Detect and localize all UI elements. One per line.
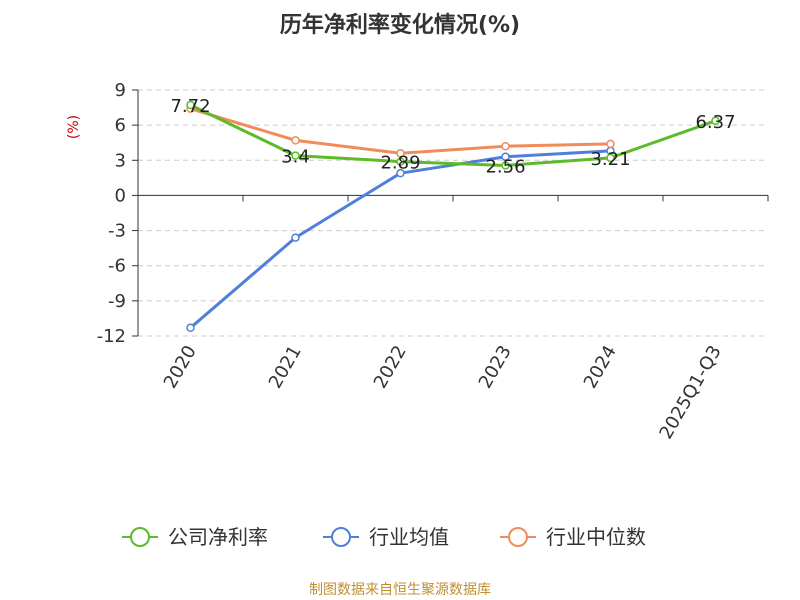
y-tick-label: 6 bbox=[115, 115, 126, 136]
legend-item-2[interactable]: 行业中位数 bbox=[500, 525, 646, 549]
legend-label: 公司净利率 bbox=[168, 525, 268, 549]
data-point bbox=[291, 136, 300, 145]
y-tick-label: -3 bbox=[108, 221, 126, 242]
y-tick-label: 3 bbox=[115, 150, 126, 171]
legend-label: 行业中位数 bbox=[546, 525, 646, 549]
legend-item-0[interactable]: 公司净利率 bbox=[122, 525, 268, 549]
source-note: 制图数据来自恒生聚源数据库 bbox=[309, 582, 491, 598]
series-line-0 bbox=[189, 103, 716, 167]
y-tick-label: -12 bbox=[97, 326, 126, 347]
data-point bbox=[606, 139, 615, 149]
legend[interactable]: 公司净利率 行业均值 行业中位数 bbox=[122, 525, 646, 549]
x-tick-label: 2025Q1-Q3 bbox=[656, 342, 726, 443]
legend-marker-icon bbox=[331, 527, 351, 547]
data-point bbox=[396, 168, 405, 178]
chart-title: 历年净利率变化情况(%) bbox=[280, 12, 520, 38]
data-point bbox=[606, 153, 615, 163]
data-label: 3.4 bbox=[281, 147, 310, 168]
y-tick-label: -9 bbox=[108, 291, 126, 312]
data-label: 2.89 bbox=[380, 153, 420, 174]
y-tick-label: -6 bbox=[108, 256, 126, 277]
data-label: 7.72 bbox=[170, 96, 210, 117]
x-tick-label: 2020 bbox=[160, 342, 201, 392]
series-line-2 bbox=[190, 107, 611, 155]
x-tick-label: 2021 bbox=[265, 342, 306, 392]
data-point bbox=[291, 233, 300, 242]
data-point bbox=[291, 151, 300, 160]
data-point bbox=[501, 152, 510, 162]
data-point bbox=[501, 141, 510, 151]
grid-lines bbox=[138, 89, 768, 337]
data-point bbox=[396, 149, 405, 158]
data-point bbox=[501, 161, 510, 170]
data-label: 6.37 bbox=[695, 112, 735, 133]
data-point bbox=[396, 157, 405, 166]
legend-item-1[interactable]: 行业均值 bbox=[323, 525, 449, 549]
data-label: 2.56 bbox=[485, 156, 525, 177]
series-lines bbox=[186, 100, 720, 333]
x-tick-label: 2024 bbox=[580, 342, 621, 392]
legend-marker-icon bbox=[508, 527, 528, 547]
data-labels: 7.72 3.4 2.89 2.56 3.21 6.37 bbox=[170, 96, 735, 177]
axes: 9 6 3 0 -3 -6 -9 -12 2020 2021 2022 2023 2024 2025Q1-… bbox=[97, 80, 769, 443]
data-label: 3.21 bbox=[590, 149, 630, 170]
x-tick-label: 2022 bbox=[370, 342, 411, 392]
legend-label: 行业均值 bbox=[369, 525, 449, 549]
y-axis-label: (%) bbox=[66, 115, 82, 139]
data-point bbox=[711, 116, 720, 126]
legend-marker-icon bbox=[130, 527, 150, 547]
data-point bbox=[186, 100, 195, 110]
data-point bbox=[186, 323, 195, 333]
x-tick-label: 2023 bbox=[475, 342, 516, 392]
y-tick-label: 0 bbox=[115, 185, 126, 206]
y-tick-label: 9 bbox=[115, 80, 126, 101]
